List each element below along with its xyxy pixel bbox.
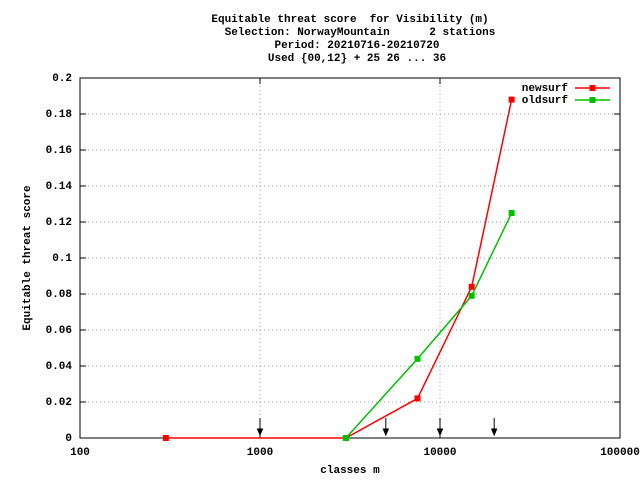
chart-title: Equitable threat score for Visibility (m… — [211, 14, 488, 26]
subtitle: Selection: NorwayMountain 2 stations — [225, 27, 496, 39]
x-tick-label: 10000 — [423, 447, 456, 459]
data-point — [468, 292, 475, 299]
legend-label: newsurf — [522, 83, 569, 95]
data-point — [414, 395, 421, 402]
y-tick-label: 0.18 — [46, 109, 73, 121]
y-tick-label: 0.2 — [52, 73, 72, 85]
y-tick-label: 0.14 — [46, 181, 73, 193]
data-point — [508, 96, 515, 103]
threshold-arrow — [436, 418, 444, 437]
y-tick-label: 0 — [65, 433, 72, 445]
y-tick-label: 0.02 — [46, 397, 72, 409]
x-axis-label: classes m — [320, 465, 380, 477]
legend-point — [589, 97, 596, 103]
data-point — [342, 435, 349, 441]
x-tick-label: 1000 — [247, 447, 273, 459]
y-tick-label: 0.16 — [46, 145, 72, 157]
threshold-arrow — [382, 418, 390, 437]
data-point — [162, 435, 169, 441]
y-tick-label: 0.12 — [46, 217, 72, 229]
series-line — [345, 212, 513, 439]
y-tick-label: 0.08 — [46, 289, 73, 301]
y-tick-label: 0.1 — [52, 253, 72, 265]
y-tick-label: 0.06 — [46, 325, 72, 337]
legend-point — [589, 85, 596, 91]
threshold-arrow — [490, 418, 498, 437]
data-point — [508, 210, 515, 216]
y-axis-label: Equitable threat score — [22, 185, 34, 331]
data-point — [414, 355, 421, 362]
y-tick-label: 0.04 — [46, 361, 73, 373]
x-tick-label: 100000 — [600, 447, 640, 459]
subtitle: Period: 20210716-20210720 — [274, 40, 439, 52]
plot-frame — [79, 77, 621, 439]
data-point — [468, 283, 475, 290]
legend-label: oldsurf — [522, 95, 569, 107]
x-tick-label: 100 — [70, 447, 90, 459]
threshold-arrow — [256, 418, 264, 437]
subtitle: Used {00,12} + 25 26 ... 36 — [268, 53, 446, 65]
